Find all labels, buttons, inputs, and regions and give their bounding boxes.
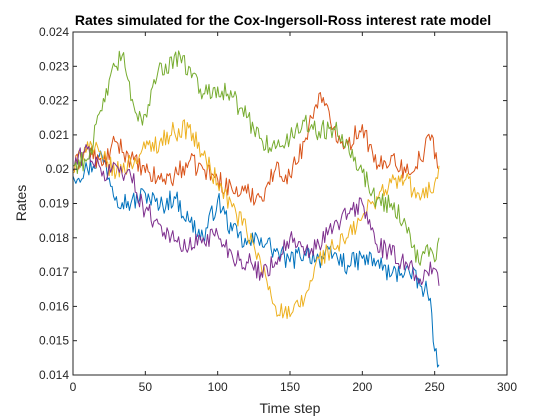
x-tick-label: 0 (70, 380, 77, 394)
y-tick-label: 0.018 (39, 231, 69, 245)
x-tick-label: 100 (208, 380, 228, 394)
x-tick-label: 250 (425, 380, 445, 394)
y-tick-label: 0.02 (46, 162, 70, 176)
y-tick-label: 0.021 (39, 128, 69, 142)
x-tick-label: 300 (497, 380, 517, 394)
y-tick-label: 0.022 (39, 94, 69, 108)
x-axis-label: Time step (260, 400, 321, 416)
y-tick-label: 0.015 (39, 334, 69, 348)
axis-ticks: 0 50 100 150 200 250 300 0.014 0.015 0.016 0.017 0.… (39, 25, 517, 394)
series-line-4 (72, 144, 440, 286)
y-tick-label: 0.019 (39, 197, 69, 211)
y-tick-label: 0.024 (39, 25, 69, 39)
series-line-2 (72, 92, 440, 206)
chart-title: Rates simulated for the Cox-Ingersoll-Ro… (75, 12, 491, 28)
x-tick-label: 200 (352, 380, 372, 394)
y-tick-label: 0.016 (39, 299, 69, 313)
plot-lines (72, 50, 440, 368)
y-tick-label: 0.014 (39, 368, 69, 382)
x-tick-label: 50 (139, 380, 153, 394)
y-axis-label: Rates (13, 185, 29, 222)
series-line-5 (72, 50, 440, 266)
series-line-1 (72, 150, 440, 368)
x-tick-label: 150 (280, 380, 300, 394)
y-tick-label: 0.023 (39, 59, 69, 73)
y-tick-label: 0.017 (39, 265, 69, 279)
